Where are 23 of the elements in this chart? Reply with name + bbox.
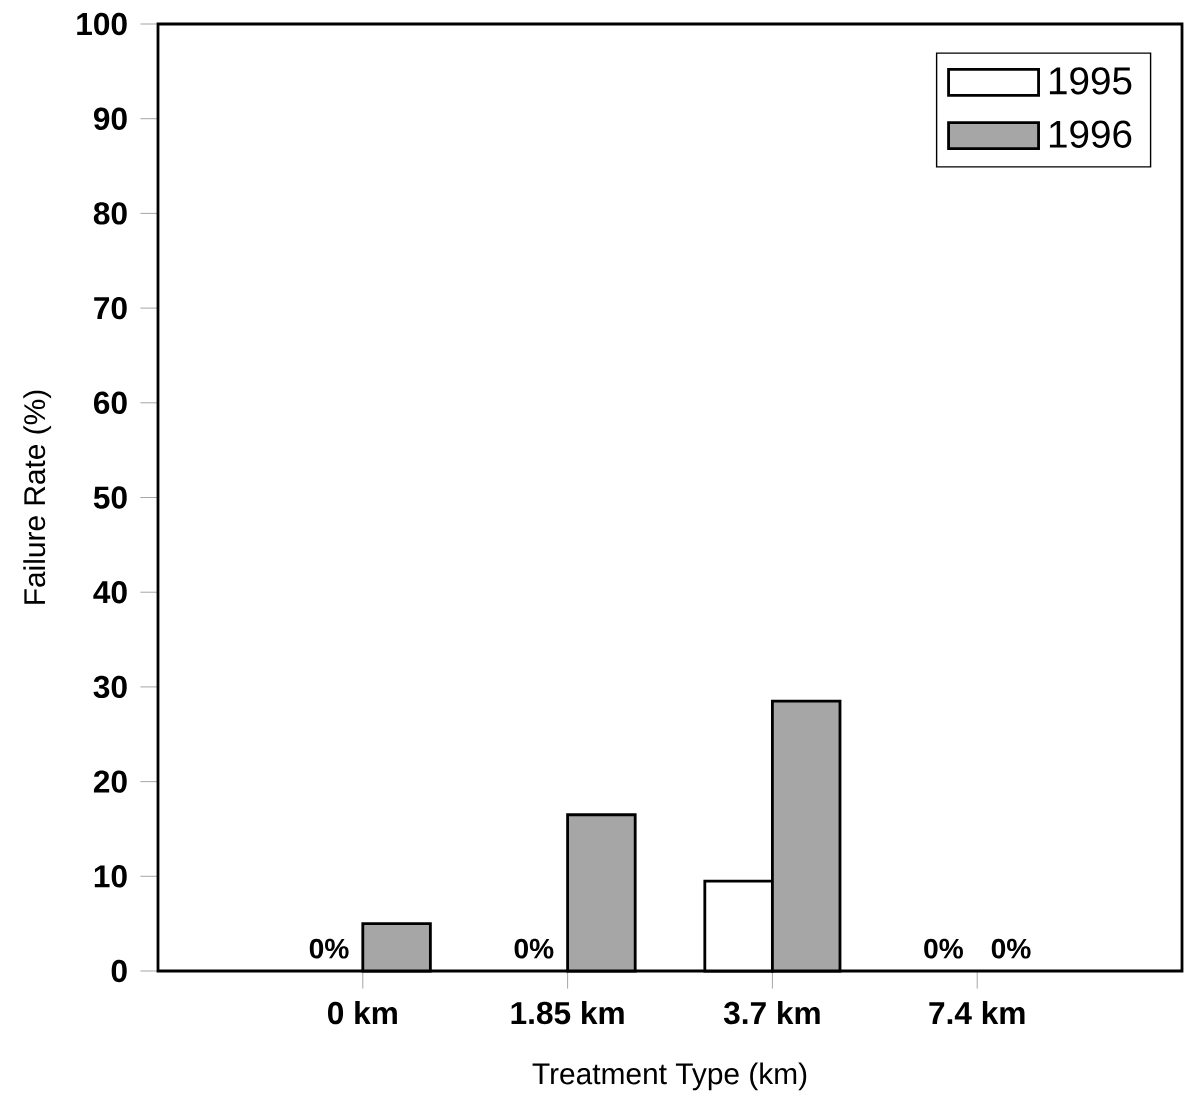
- y-tick-label: 0: [111, 959, 127, 983]
- y-tick-label: 10: [94, 865, 127, 888]
- x-tick-label: 1.85 km: [511, 1001, 624, 1025]
- y-tick-label: 90: [93, 107, 127, 130]
- y-axis-title: Failure Rate (%): [23, 390, 52, 604]
- data-label: 0%: [514, 938, 554, 959]
- data-label: 0%: [991, 938, 1031, 959]
- y-tick-label: 20: [93, 770, 127, 793]
- y-tick-label: 40: [93, 581, 127, 604]
- y-tick-label: 70: [94, 296, 127, 320]
- y-tick-label: 50: [93, 486, 127, 509]
- y-tick-label: 30: [93, 675, 127, 699]
- x-axis-title: Treatment Type (km): [532, 1062, 807, 1091]
- y-tick-label: 80: [93, 202, 127, 225]
- data-label: 0%: [924, 938, 963, 959]
- data-label: 0%: [309, 938, 349, 959]
- legend-label: 1996: [1049, 120, 1132, 148]
- y-tick-label: 100: [77, 12, 127, 36]
- y-tick-label: 60: [93, 391, 127, 415]
- legend-label: 1995: [1049, 67, 1132, 95]
- x-tick-label: 3.7 km: [723, 1001, 820, 1025]
- x-tick-label: 7.4 km: [929, 1001, 1025, 1024]
- x-tick-label: 0 km: [328, 1001, 397, 1025]
